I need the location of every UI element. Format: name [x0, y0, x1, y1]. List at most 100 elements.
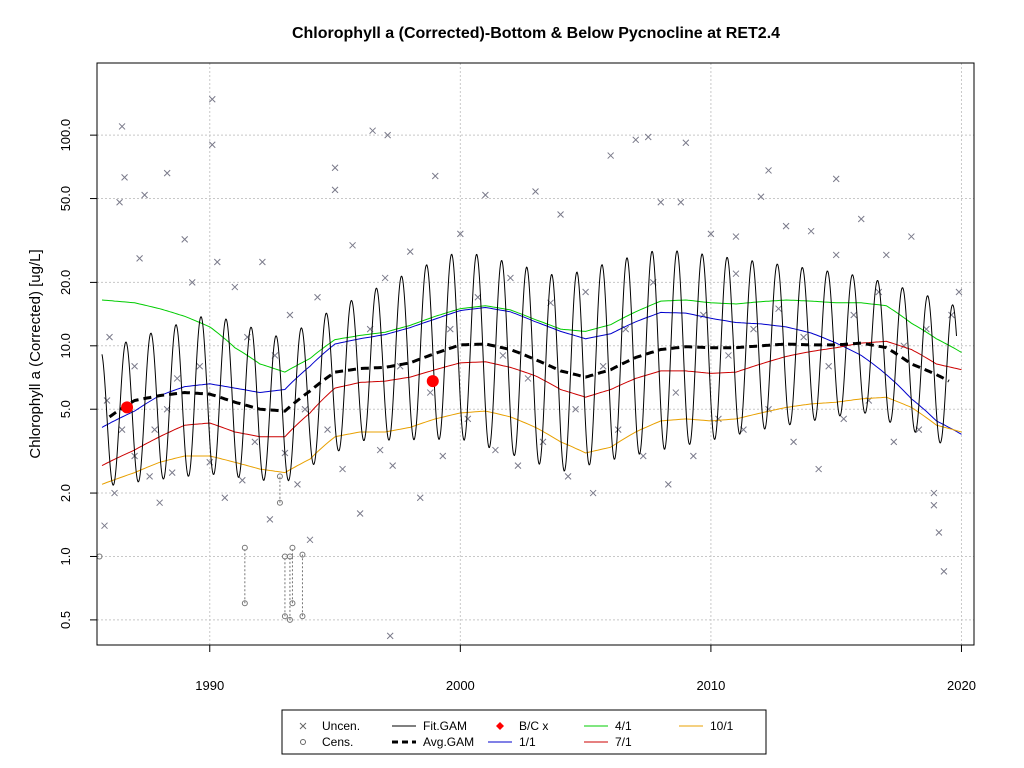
- legend-symbol: [496, 722, 504, 730]
- uncensored-point: [657, 198, 665, 206]
- uncensored-point: [416, 494, 424, 502]
- uncensored-point: [106, 333, 113, 341]
- uncensored-point: [131, 362, 138, 370]
- uncensored-point: [151, 426, 158, 433]
- uncensored-point: [266, 516, 274, 523]
- y-tick-label: 10.0: [58, 333, 73, 358]
- censored-point: [281, 613, 288, 620]
- uncensored-point: [324, 426, 331, 433]
- uncensored-point: [908, 233, 915, 240]
- uncensored-point: [672, 389, 680, 396]
- censored-point: [299, 613, 306, 620]
- uncensored-point: [426, 389, 434, 396]
- uncensored-point: [369, 127, 376, 135]
- uncensored-point: [639, 452, 647, 460]
- uncensored-point: [682, 139, 690, 147]
- uncensored-point: [800, 333, 807, 341]
- uncensored-point: [389, 462, 397, 469]
- uncensored-point: [384, 131, 392, 139]
- legend-label: 7/1: [615, 735, 632, 749]
- uncensored-point: [807, 227, 815, 235]
- uncensored-point: [732, 233, 740, 240]
- uncensored-point: [168, 469, 176, 476]
- uncensored-point: [875, 288, 883, 296]
- uncensored-point: [118, 123, 126, 130]
- uncensored-point: [948, 311, 955, 319]
- uncensored-point: [589, 489, 597, 497]
- censored-point: [286, 553, 293, 560]
- uncensored-point: [251, 438, 259, 446]
- uncensored-point: [664, 480, 672, 488]
- uncensored-point: [514, 462, 522, 469]
- uncensored-point: [431, 172, 439, 180]
- uncensored-point: [238, 476, 246, 484]
- uncensored-point: [857, 215, 865, 223]
- uncensored-point: [482, 191, 489, 199]
- uncensored-point: [572, 405, 579, 413]
- uncensored-point: [507, 274, 514, 282]
- uncensored-point: [163, 169, 171, 177]
- legend-label: Fit.GAM: [423, 719, 467, 733]
- uncensored-point: [339, 465, 346, 473]
- uncensored-point: [349, 241, 356, 249]
- chart-title: Chlorophyll a (Corrected)-Bottom & Below…: [292, 25, 780, 42]
- legend-label: Avg.GAM: [423, 735, 474, 749]
- uncensored-point: [582, 288, 589, 296]
- bc-marker: [426, 375, 439, 388]
- uncensored-point: [607, 152, 615, 159]
- series-10-1: [101, 396, 962, 485]
- legend-symbol: [299, 722, 307, 730]
- uncensored-point: [757, 193, 765, 201]
- uncensored-point: [188, 279, 196, 286]
- plot-frame: [96, 62, 975, 646]
- censored-point: [276, 499, 283, 506]
- uncensored-point: [539, 438, 547, 446]
- uncensored-point: [882, 251, 890, 259]
- uncensored-point: [406, 248, 414, 255]
- uncensored-point: [101, 522, 108, 530]
- uncensored-point: [825, 362, 833, 370]
- uncensored-point: [301, 405, 309, 413]
- legend-label: 4/1: [615, 719, 632, 733]
- uncensored-point: [306, 536, 314, 544]
- legend: Uncen. Cens. Fit.GAM Avg.GAM B/C x 1/1 4/1 7/1 1…: [281, 709, 767, 755]
- y-tick-label: 100.0: [58, 119, 73, 152]
- uncensored-point: [208, 95, 216, 103]
- uncensored-point: [940, 567, 948, 575]
- uncensored-point: [356, 510, 364, 517]
- uncensored-point: [782, 222, 790, 230]
- uncensored-point: [632, 136, 640, 144]
- censored-point: [276, 473, 283, 480]
- uncensored-point: [564, 473, 572, 480]
- legend-label: 1/1: [519, 735, 536, 749]
- uncensored-point: [196, 362, 204, 370]
- uncensored-point: [446, 325, 454, 333]
- uncensored-point: [146, 473, 153, 480]
- uncensored-point: [790, 438, 797, 446]
- uncensored-point: [677, 198, 685, 206]
- uncensored-point: [644, 133, 652, 141]
- y-axis: 0.5 1.0 2.0 5.0 10.0 20.0 50.0 100.0: [58, 119, 97, 629]
- uncensored-point: [259, 258, 266, 266]
- x-tick-label: 2000: [446, 678, 475, 693]
- x-tick-label: 2010: [696, 678, 725, 693]
- uncensored-point: [331, 186, 339, 194]
- censored-point: [289, 544, 296, 551]
- uncensored-point: [815, 465, 822, 473]
- y-tick-label: 20.0: [58, 270, 73, 295]
- uncensored-point: [456, 230, 464, 238]
- grid-lines: [97, 63, 974, 645]
- uncensored-point: [331, 164, 339, 172]
- y-tick-label: 1.0: [58, 547, 73, 565]
- uncensored-point: [930, 489, 938, 497]
- uncensored-point: [208, 141, 216, 149]
- y-tick-label: 0.5: [58, 611, 73, 629]
- uncensored-point: [173, 375, 181, 382]
- uncensored-point: [381, 274, 389, 282]
- y-axis-label: Chlorophyll a (Corrected) [ug/L]: [27, 249, 44, 458]
- uncensored-point: [492, 446, 499, 454]
- uncensored-point: [499, 352, 507, 359]
- legend-label: Cens.: [322, 735, 353, 749]
- x-tick-label: 2020: [947, 678, 976, 693]
